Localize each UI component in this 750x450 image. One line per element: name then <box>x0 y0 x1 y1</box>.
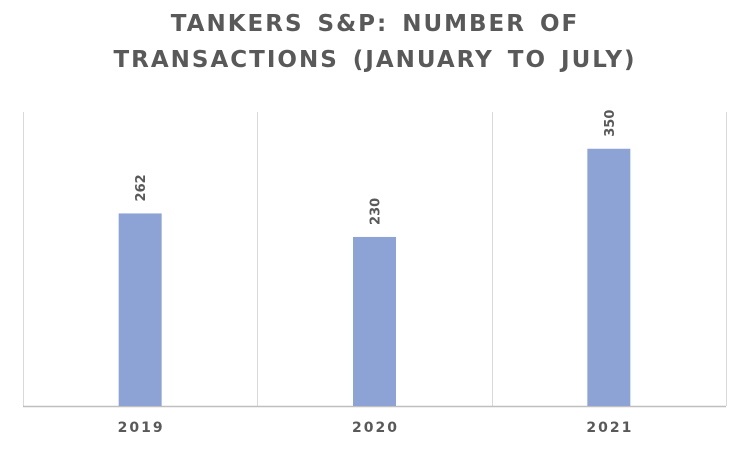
bar-2020 <box>353 236 396 406</box>
chart-title-line-2: TRANSACTIONS (JANUARY TO JULY) <box>113 47 637 73</box>
label-layer: 262 2019 230 2020 350 2021 <box>118 110 633 436</box>
chart-title-line-1: TANKERS S&P: NUMBER OF <box>170 11 580 37</box>
chart-title: TANKERS S&P: NUMBER OF TRANSACTIONS (JAN… <box>0 6 750 78</box>
bar-2019 <box>118 213 162 406</box>
data-label-2021: 350 <box>603 110 618 137</box>
x-tick-label-2021: 2021 <box>586 420 633 436</box>
x-tick-label-2020: 2020 <box>352 420 399 436</box>
x-tick-label-2019: 2019 <box>118 420 165 436</box>
data-label-2019: 262 <box>134 174 149 201</box>
bar-2021 <box>587 148 631 406</box>
data-label-2020: 230 <box>369 198 384 225</box>
grid-layer <box>23 112 727 408</box>
bar-layer <box>118 148 631 406</box>
